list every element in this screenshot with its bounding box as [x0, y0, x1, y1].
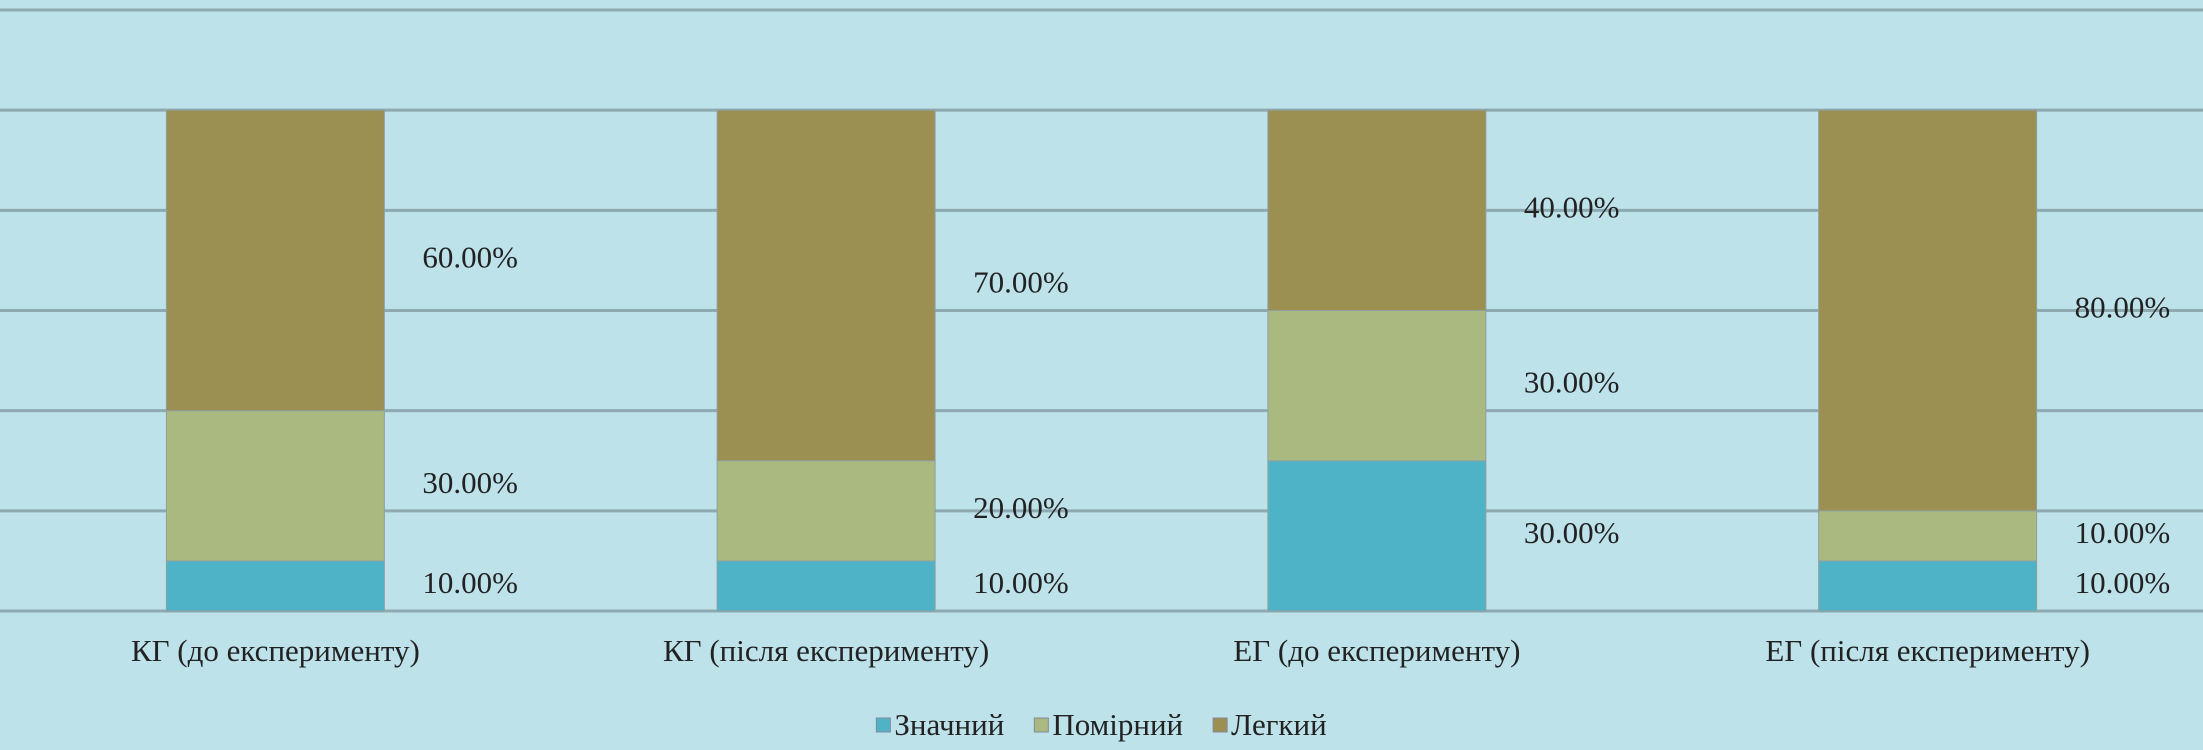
value-label: 10.00%	[2075, 565, 2171, 600]
value-label: 30.00%	[422, 465, 518, 500]
x-tick-label: ЕГ (після експерименту)	[1765, 633, 2090, 668]
value-label: 70.00%	[973, 265, 1069, 300]
value-label: 80.00%	[2075, 290, 2171, 325]
bar-segment	[1818, 560, 2038, 612]
value-label: 20.00%	[973, 490, 1069, 525]
legend-swatch	[875, 717, 891, 733]
x-tick-label: ЕГ (до експерименту)	[1233, 633, 1520, 668]
bar-segment	[1818, 109, 2038, 512]
legend-label: Помірний	[1052, 707, 1183, 742]
value-label: 30.00%	[1524, 515, 1620, 550]
bar-segment	[1267, 460, 1487, 612]
bar-segment	[165, 109, 385, 412]
value-label: 40.00%	[1524, 189, 1620, 224]
x-tick-label: КГ (до експерименту)	[131, 633, 420, 668]
value-label: 30.00%	[1524, 365, 1620, 400]
value-label: 60.00%	[422, 240, 518, 275]
bar-segment	[716, 460, 936, 562]
value-label: 10.00%	[2075, 515, 2171, 550]
bar-segment	[716, 560, 936, 612]
value-label: 10.00%	[422, 565, 518, 600]
legend-swatch	[1033, 717, 1049, 733]
legend-swatch	[1212, 717, 1228, 733]
value-label: 10.00%	[973, 565, 1069, 600]
x-tick-label: КГ (після експерименту)	[663, 633, 989, 668]
bar-segment	[1267, 109, 1487, 311]
bar-segment	[165, 410, 385, 562]
bar-segment	[716, 109, 936, 462]
bar-segment	[165, 560, 385, 612]
bar-segment	[1818, 510, 2038, 562]
legend-label: Легкий	[1231, 707, 1327, 742]
legend-label: Значний	[894, 707, 1004, 742]
bar-segment	[1267, 310, 1487, 462]
